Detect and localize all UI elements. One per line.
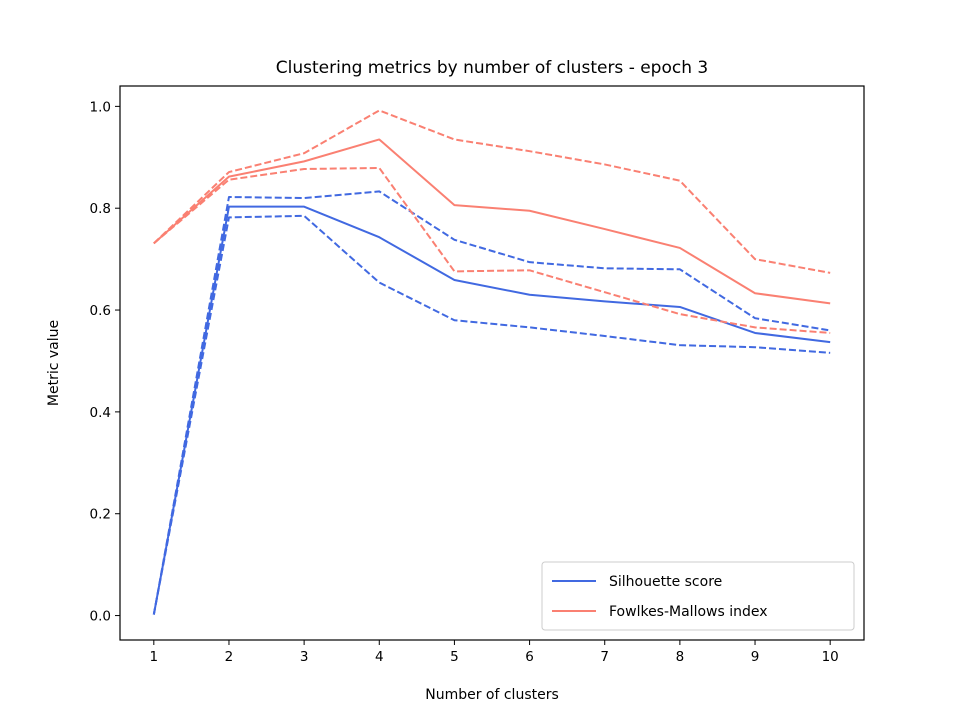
x-tick-label: 9	[751, 649, 760, 665]
legend-entries: Silhouette score Fowlkes-Mallows index	[552, 574, 768, 620]
legend: Silhouette score Fowlkes-Mallows index	[541, 561, 855, 631]
series-line-4	[153, 138, 831, 305]
series-layer	[152, 109, 831, 615]
y-tick-label: 1.0	[90, 99, 111, 115]
legend-box	[541, 561, 855, 631]
y-tick-label: 0.0	[90, 609, 111, 625]
legend-label: Silhouette score	[609, 574, 722, 590]
x-tick-label: 10	[822, 649, 839, 665]
y-tick-label: 0.2	[90, 507, 111, 523]
x-tick-label: 5	[450, 649, 459, 665]
x-tick-label: 3	[300, 649, 309, 665]
x-tick-label: 4	[375, 649, 384, 665]
series-line-3	[152, 214, 831, 615]
chart-title: Clustering metrics by number of clusters…	[276, 58, 708, 78]
x-axis-label: Number of clusters	[425, 687, 559, 703]
legend-label: Fowlkes-Mallows index	[609, 604, 768, 620]
series-line-5	[153, 109, 831, 274]
x-axis: 1 2 3 4 5 6 7 8 9 10	[150, 640, 839, 665]
x-tick-label: 8	[676, 649, 685, 665]
y-tick-label: 0.8	[90, 201, 111, 217]
y-axis-label: Metric value	[46, 320, 62, 406]
series-line-6	[153, 166, 831, 334]
x-tick-label: 1	[150, 649, 159, 665]
series-line-2	[152, 190, 831, 615]
x-tick-label: 6	[525, 649, 534, 665]
y-axis: 0.0 0.2 0.4 0.6 0.8 1.0	[90, 99, 120, 625]
series-line-1	[152, 205, 831, 615]
plot-frame	[119, 85, 865, 641]
y-tick-label: 0.4	[90, 405, 111, 421]
x-tick-label: 2	[225, 649, 234, 665]
x-tick-label: 7	[600, 649, 609, 665]
y-tick-label: 0.6	[90, 303, 111, 319]
